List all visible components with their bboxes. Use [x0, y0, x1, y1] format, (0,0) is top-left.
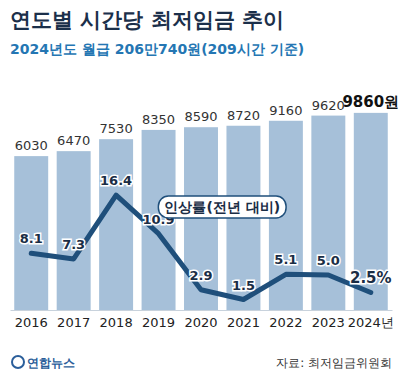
bar-label: 6030: [15, 138, 48, 153]
logo-icon: [12, 356, 24, 368]
x-tick: 2020: [184, 310, 217, 330]
rate-label: 2.9: [189, 268, 212, 283]
x-tick-label: 2022: [269, 315, 302, 330]
bar: [99, 139, 133, 310]
x-tick-label: 2021: [227, 315, 260, 330]
bar-label: 7530: [100, 121, 133, 136]
x-tick-label: 2018: [100, 315, 133, 330]
x-tick-label: 2024년: [348, 315, 394, 330]
labels: 6030 6470 7530 8350 8590 8720 9160 96209860원 8.1…: [15, 93, 399, 293]
x-tick-label: 2019: [142, 315, 175, 330]
bar-label: 6470: [57, 133, 90, 148]
x-tick: 2021: [227, 310, 260, 330]
rate-line: [31, 195, 371, 299]
x-tick-label: 2017: [57, 315, 90, 330]
plot-area: [14, 113, 388, 310]
rate-label: 8.1: [20, 231, 43, 246]
logo: 연합뉴스: [12, 356, 75, 370]
source: 자료: 최저임금위원회: [276, 356, 392, 370]
bar-label: 9160: [269, 103, 302, 118]
x-axis-line: [11, 310, 393, 311]
logo-text: 연합뉴스: [27, 356, 75, 370]
x-tick: 2023: [312, 310, 345, 330]
rate-label: 7.3: [62, 237, 85, 252]
bar: [142, 130, 176, 310]
x-tick: 2019: [142, 310, 175, 330]
rate-legend-box: [158, 196, 286, 218]
bar-label: 9620: [312, 98, 345, 113]
bar: [57, 151, 91, 310]
rate-legend: 인상률(전년 대비): [164, 199, 280, 215]
bar-label: 9860원: [342, 93, 399, 111]
x-tick-label: 2016: [15, 315, 48, 330]
bar-label: 8590: [184, 109, 217, 124]
x-tick: 2022: [269, 310, 302, 330]
bar: [14, 156, 48, 310]
rate-label: 1.5: [232, 278, 255, 293]
rate-label: 5.0: [317, 253, 340, 268]
bar-label: 8350: [142, 112, 175, 127]
x-tick: 2016: [15, 310, 48, 330]
x-tick-label: 2020: [184, 315, 217, 330]
x-tick: 2018: [100, 310, 133, 330]
subtitle: 2024년도 월급 206만740원(209시간 기준): [10, 41, 304, 57]
bar-label: 8720: [227, 108, 260, 123]
title: 연도별 시간당 최저임금 추이: [10, 8, 284, 32]
rate-label: 16.4: [100, 173, 132, 188]
x-tick: 2017: [57, 310, 90, 330]
rate-annotation: 인상률(전년 대비): [158, 196, 286, 218]
x-tick: 2024년: [348, 310, 394, 330]
x-tick-label: 2023: [312, 315, 345, 330]
rate-label: 5.1: [274, 252, 297, 267]
rate-label: 2.5%: [350, 269, 392, 287]
x-axis: 2016 2017 2018 2019 2020 2021 2022 20232024년: [11, 310, 394, 330]
chart: 연도별 시간당 최저임금 추이 2024년도 월급 206만740원(209시간 …: [0, 0, 400, 385]
